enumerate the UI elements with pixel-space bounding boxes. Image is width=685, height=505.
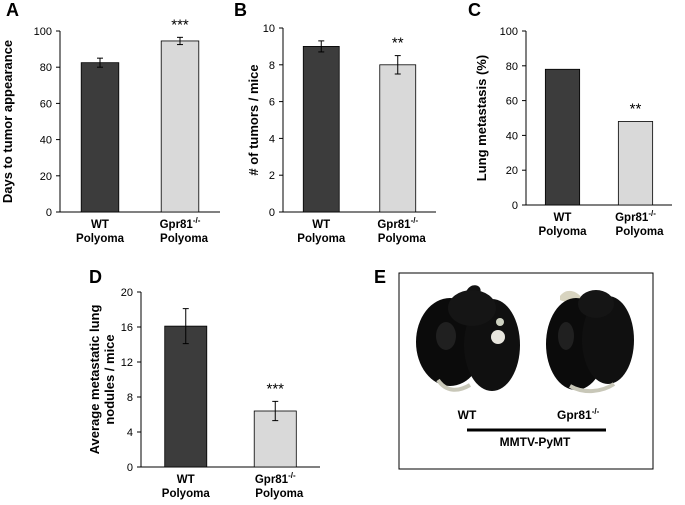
caption-mmtv-pymt: MMTV-PyMT (500, 435, 571, 449)
y-tick-label: 0 (46, 207, 52, 219)
category-label-sup: -/- (193, 216, 201, 225)
category-label-sup: -/- (648, 209, 656, 218)
bar-wt (80, 62, 120, 213)
category-label-line2: Polyoma (539, 226, 588, 238)
category-label-sup: -/- (288, 471, 296, 480)
y-tick-label: 40 (506, 130, 518, 142)
y-tick-label: 20 (506, 165, 518, 177)
gpr81-ko-lung-image (546, 290, 634, 393)
chart-panel-a: A 0 20 40 60 80 100 Days to tumor appearance WT P… (0, 0, 220, 245)
bar-gpr81-ko (160, 40, 200, 213)
y-tick-label: 0 (127, 462, 133, 474)
y-axis-title: Days to tumor appearance (0, 40, 15, 203)
chart-panel-b: B 0 2 4 6 8 10 # of tumors / mice WT Polyoma ** Gpr… (234, 0, 436, 245)
category-label-base: Gpr81 (160, 219, 194, 231)
category-label-base: Gpr81 (615, 212, 649, 224)
panel-label-a: A (6, 0, 19, 20)
y-tick-label: 60 (506, 96, 518, 108)
bar-gpr81-ko (617, 121, 654, 206)
category-label-line2: Polyoma (255, 488, 304, 500)
category-label-base: Gpr81 (377, 219, 411, 231)
category-label-line1: Gpr81-/- (615, 209, 656, 224)
y-tick-label: 6 (269, 97, 275, 109)
y-tick-label: 4 (269, 133, 275, 145)
y-tick-label: 4 (127, 427, 133, 439)
y-tick-label: 100 (500, 26, 518, 38)
significance-marker: ** (630, 100, 642, 117)
y-tick-label: 0 (269, 207, 275, 219)
y-tick-label: 20 (40, 171, 52, 183)
y-axis-title: # of tumors / mice (246, 64, 261, 175)
y-tick-label: 20 (121, 287, 133, 299)
chart-panel-d: D 0 4 8 12 16 20 Average metastatic lung nodules… (87, 267, 320, 500)
caption-gpr81-base: Gpr81 (557, 408, 592, 422)
y-tick-label: 8 (269, 60, 275, 72)
y-tick-label: 40 (40, 135, 52, 147)
category-label-base: Gpr81 (255, 474, 289, 486)
y-axis-title: Average metastatic lung (87, 305, 102, 455)
bar-wt (164, 325, 208, 468)
bar-gpr81-ko (379, 64, 417, 213)
category-label-line1: WT (312, 219, 330, 231)
category-label-line2: Polyoma (616, 226, 665, 238)
category-label-line1: WT (177, 474, 195, 486)
category-label-line1: Gpr81-/- (255, 471, 296, 486)
panel-label-e: E (374, 267, 386, 287)
y-axis-title: nodules / mice (102, 334, 117, 424)
significance-marker: *** (266, 380, 284, 397)
y-tick-label: 16 (121, 322, 133, 334)
y-axis-title: Lung metastasis (%) (474, 55, 489, 181)
category-label-line2: Polyoma (76, 233, 125, 245)
panel-label-c: C (468, 0, 481, 20)
category-label-line2: Polyoma (160, 233, 209, 245)
lung-photo-panel: E WT Gpr81-/- MMTV-PyMT (374, 267, 654, 470)
panel-label-d: D (89, 267, 102, 287)
category-label-line1: WT (91, 219, 109, 231)
significance-marker: *** (171, 16, 189, 33)
y-tick-label: 8 (127, 392, 133, 404)
category-label-line1: WT (554, 212, 572, 224)
category-label-line2: Polyoma (297, 233, 346, 245)
caption-gpr81-sup: -/- (592, 407, 600, 416)
category-label-line2: Polyoma (378, 233, 427, 245)
panel-label-b: B (234, 0, 247, 20)
bar-wt (302, 46, 340, 213)
y-tick-label: 12 (121, 357, 133, 369)
y-tick-label: 100 (34, 26, 52, 38)
bar-wt (544, 68, 581, 206)
category-label-line1: Gpr81-/- (377, 216, 418, 231)
caption-gpr81-ko: Gpr81-/- (557, 407, 600, 422)
category-label-line1: Gpr81-/- (160, 216, 201, 231)
y-tick-label: 80 (40, 62, 52, 74)
significance-marker: ** (392, 35, 404, 52)
y-tick-label: 80 (506, 61, 518, 73)
caption-wt: WT (458, 408, 477, 422)
chart-panel-c: C 0 20 40 60 80 100 Lung metastasis (%) WT Polyom… (468, 0, 672, 238)
y-tick-label: 10 (263, 23, 275, 35)
category-label-line2: Polyoma (162, 488, 211, 500)
y-tick-label: 2 (269, 170, 275, 182)
y-tick-label: 60 (40, 98, 52, 110)
category-label-sup: -/- (411, 216, 419, 225)
y-tick-label: 0 (512, 200, 518, 212)
wt-lung-image (416, 285, 520, 392)
